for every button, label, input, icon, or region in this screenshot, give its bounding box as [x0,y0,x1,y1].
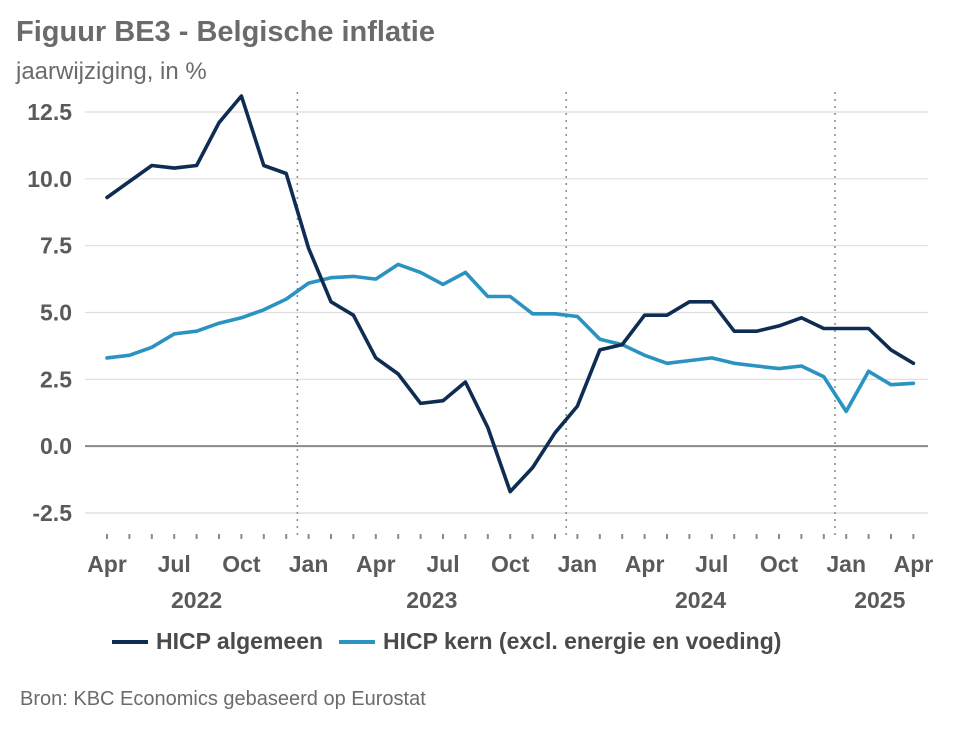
x-tick-label: Jan [826,551,866,577]
chart-subtitle: jaarwijziging, in % [16,58,207,85]
line-chart: -2.5 0.0 2.5 5.0 7.5 10.0 12.5 Apr Jul Oct Jan Apr J… [27,92,934,613]
y-tick-label: 10.0 [27,166,72,192]
year-label: 2023 [406,587,457,613]
x-tick-label: Oct [491,551,530,577]
series-line-general [105,94,916,494]
legend-swatch-general [112,639,148,644]
year-label: 2024 [675,587,726,613]
legend-item-core: HICP kern (excl. energie en voeding) [339,628,781,655]
source-note: Bron: KBC Economics gebaseerd op Eurosta… [20,688,426,710]
x-tick-label: Apr [356,551,396,577]
x-tick-label: Apr [625,551,665,577]
y-tick-label: 0.0 [40,433,72,459]
legend-item-general: HICP algemeen [112,628,323,655]
year-label: 2025 [854,587,905,613]
x-tick-label: Oct [222,551,261,577]
x-tick-label: Jan [289,551,329,577]
x-tick-label: Jul [426,551,459,577]
x-tick-label: Apr [87,551,127,577]
legend-label-general: HICP algemeen [156,628,324,654]
year-label: 2022 [171,587,222,613]
x-tick-label: Jul [158,551,191,577]
y-tick-label: -2.5 [32,500,72,526]
legend-label-core: HICP kern (excl. energie en voeding) [383,628,782,654]
y-tick-label: 7.5 [40,233,72,259]
y-tick-label: 12.5 [27,99,72,125]
legend-swatch-core [339,639,376,644]
chart-title: Figuur BE3 - Belgische inflatie [16,16,435,48]
x-tick-label: Oct [760,551,799,577]
x-tick-label: Jul [695,551,728,577]
series-line-core [105,262,916,414]
y-tick-label: 5.0 [40,300,72,326]
x-tick-label: Apr [894,551,934,577]
x-tick-label: Jan [558,551,598,577]
y-tick-label: 2.5 [40,366,72,392]
legend: HICP algemeen HICP kern (excl. energie e… [112,628,797,655]
